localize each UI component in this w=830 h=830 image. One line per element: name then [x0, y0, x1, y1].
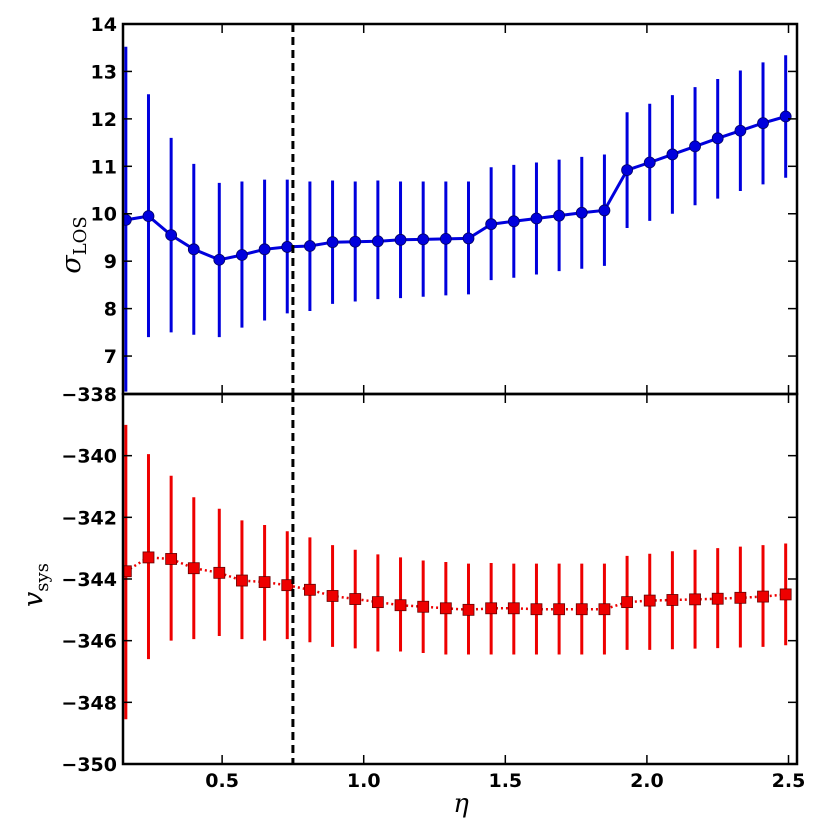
top-plot-area	[123, 24, 792, 394]
top-data-point	[462, 232, 475, 245]
bottom-data-point	[326, 590, 339, 602]
axis-labels: σLOS vsys η	[18, 216, 469, 819]
bottom-data-point	[621, 596, 633, 609]
x-tick-label: 2.0	[630, 770, 664, 792]
bottom-y-tick-label: −350	[61, 754, 117, 776]
top-data-point	[394, 233, 407, 246]
bottom-data-point	[666, 594, 679, 606]
top-data-point	[187, 243, 200, 256]
top-y-tick-label: 14	[91, 14, 117, 36]
bottom-data-point	[123, 565, 132, 578]
bottom-y-tick-label: −338	[61, 384, 117, 406]
bottom-data-point	[485, 602, 498, 615]
top-data-point	[142, 210, 155, 223]
x-tick-label: 1.5	[488, 770, 522, 792]
bottom-data-point	[575, 603, 588, 616]
top-data-point	[165, 229, 178, 241]
top-y-tick-label: 13	[91, 61, 117, 83]
bottom-data-point	[553, 603, 566, 616]
bottom-data-point	[462, 603, 475, 616]
bottom-data-point	[439, 602, 452, 615]
y-axis-label-bottom: vsys	[18, 563, 53, 607]
top-y-tick-label: 8	[104, 299, 117, 321]
bottom-data-point	[689, 593, 701, 606]
top-data-point	[507, 215, 520, 228]
y-axis-label-bottom-main: v	[18, 592, 49, 607]
bottom-data-point	[187, 562, 200, 575]
bottom-data-point	[349, 593, 362, 605]
bottom-data-point	[304, 583, 316, 596]
top-data-point	[553, 209, 566, 222]
bottom-y-tick-label: −344	[61, 569, 117, 591]
bottom-data-point	[213, 566, 226, 579]
x-axis-label: η	[453, 789, 469, 819]
top-data-point	[779, 110, 792, 123]
y-axis-label-top-main: σ	[56, 254, 87, 274]
top-y-tick-label: 11	[91, 156, 117, 178]
bottom-plot-area	[123, 394, 792, 764]
bottom-data-point	[236, 574, 248, 587]
y-axis-label-top-sub: LOS	[70, 216, 91, 255]
top-data-point	[349, 235, 362, 248]
top-data-point	[757, 117, 769, 130]
top-data-point	[439, 232, 452, 245]
top-data-point	[575, 206, 588, 219]
top-data-point	[530, 212, 543, 225]
bottom-data-point	[371, 596, 384, 609]
bottom-data-point	[142, 551, 155, 564]
top-y-tick-label: 7	[104, 346, 117, 368]
top-y-tick-label: 12	[91, 109, 117, 131]
top-data-point	[304, 240, 316, 252]
bottom-data-point	[507, 602, 520, 615]
bottom-data-point	[779, 588, 792, 601]
bottom-panel: −350 −348 −346 −344 −342 −340 −338 0.5 1.0 1.5 2.0…	[61, 384, 805, 792]
x-tick-label: 2.5	[772, 770, 806, 792]
bottom-data-point	[734, 591, 747, 604]
top-data-point	[258, 243, 271, 256]
bottom-data-point	[598, 603, 611, 616]
bottom-data-point	[417, 600, 430, 613]
top-panel: 7 8 9 10 11 12 13 14	[91, 14, 799, 396]
top-series-line	[125, 115, 787, 262]
bottom-data-point	[281, 579, 294, 592]
top-data-point	[643, 156, 656, 169]
top-y-tick-label: 9	[104, 251, 117, 273]
bottom-y-tick-label: −346	[61, 631, 117, 653]
top-data-point	[281, 241, 294, 253]
top-data-point	[734, 124, 747, 137]
top-frame	[121, 22, 799, 396]
top-data-point	[236, 249, 248, 261]
bottom-data-point	[165, 553, 178, 565]
top-data-point	[213, 253, 226, 266]
y-axis-label-bottom-sub: sys	[32, 563, 53, 592]
bottom-data-point	[711, 592, 724, 605]
bottom-data-point	[643, 594, 656, 607]
y-axis-label-top: σLOS	[56, 216, 91, 273]
x-tick-label: 0.5	[205, 770, 239, 792]
bottom-data-point	[757, 590, 769, 603]
top-data-point	[711, 132, 724, 145]
top-data-point	[371, 235, 384, 248]
top-data-point	[326, 236, 339, 249]
bottom-series-line	[125, 556, 786, 612]
top-data-point	[666, 148, 679, 161]
top-data-point	[598, 204, 611, 217]
top-data-point	[485, 218, 498, 231]
bottom-y-tick-label: −340	[61, 446, 117, 468]
x-tick-label: 1.0	[347, 770, 381, 792]
bottom-data-point	[394, 599, 407, 612]
top-data-point	[689, 140, 701, 153]
bottom-y-tick-label: −348	[61, 692, 117, 714]
bottom-data-point	[530, 603, 543, 616]
top-data-point	[417, 233, 430, 246]
bottom-data-point	[258, 576, 271, 588]
top-data-point	[621, 164, 633, 177]
top-y-tick-label: 10	[91, 204, 117, 226]
bottom-y-tick-label: −342	[61, 507, 117, 529]
